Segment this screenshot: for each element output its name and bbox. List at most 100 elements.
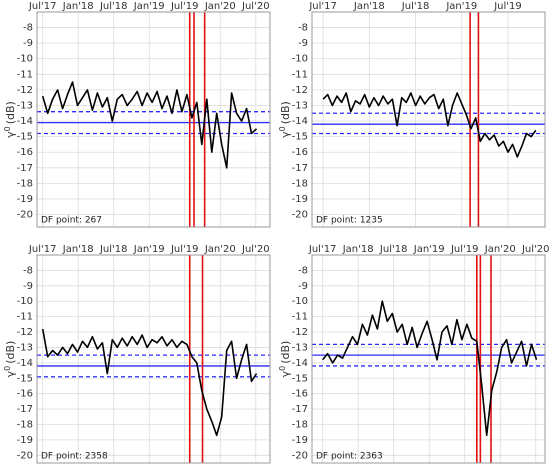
annotation: DF point: 2363 [316,452,383,462]
y-tick-label: -18 [292,419,308,430]
y-tick-label: -14 [292,116,308,127]
y-tick-label: -11 [292,312,308,323]
y-axis-label: γ0 (dB) [278,341,293,378]
y-tick-label: -16 [292,389,308,400]
x-tick-label: Jul'18 [379,244,408,255]
y-tick-label: -12 [17,327,33,338]
x-tick-label: Jan'20 [204,1,236,12]
plot-border [311,254,546,464]
y-tick-label: -9 [23,281,33,292]
y-label-superscript: 0 [278,126,287,131]
y-tick-label: -10 [17,296,33,307]
y-label-superscript: 0 [278,366,287,371]
y-tick-label: -18 [17,419,33,430]
y-tick-label: -10 [292,54,308,65]
y-label-symbol: γ [279,370,292,377]
y-tick-label: -9 [298,281,308,292]
y-tick-label: -20 [17,210,33,221]
y-tick-label: -20 [292,450,308,461]
panel: -20-19-18-17-16-15-14-13-12-11-10-9-8Jul… [3,1,271,228]
y-tick-label: -13 [292,100,308,111]
y-tick-label: -18 [292,178,308,189]
x-tick-label: Jul'17 [28,244,57,255]
y-tick-label: -12 [292,327,308,338]
y-label-unit: (dB) [279,341,292,364]
y-tick-label: -10 [17,54,33,65]
x-tick-label: Jan'20 [204,244,236,255]
x-tick-label: Jan'18 [62,244,94,255]
y-label-superscript: 0 [3,366,12,371]
data-line [41,328,258,437]
y-tick-label: -12 [292,85,308,96]
y-tick-label: -19 [292,435,308,446]
y-tick-label: -15 [17,132,33,143]
x-tick-label: Jul'17 [308,244,337,255]
plot-border [311,11,546,228]
plot-border [36,254,271,464]
y-tick-label: -16 [17,147,33,158]
x-tick-label: Jul'18 [401,1,430,12]
x-tick-label: Jan'19 [413,244,445,255]
y-tick-label: -13 [292,342,308,353]
y-tick-label: -15 [292,373,308,384]
plot-area [312,12,545,227]
y-tick-label: -14 [17,358,33,369]
data-line [41,81,258,169]
x-tick-label: Jan'19 [133,244,165,255]
y-label-unit: (dB) [279,101,292,124]
y-tick-label: -10 [292,296,308,307]
x-tick-label: Jan'19 [133,1,165,12]
x-tick-label: Jul'19 [170,1,199,12]
y-tick-label: -18 [17,178,33,189]
y-tick-label: -8 [23,23,33,34]
y-label-symbol: γ [4,370,17,377]
panel: -20-19-18-17-16-15-14-13-12-11-10-9-8Jul… [278,1,546,228]
y-tick-label: -13 [17,100,33,111]
y-tick-label: -20 [292,210,308,221]
y-label-symbol: γ [4,131,17,138]
annotation: DF point: 1235 [316,216,383,226]
x-tick-label: Jul'18 [99,1,128,12]
panel: -20-19-18-17-16-15-14-13-12-11-10-9-8Jul… [278,244,550,464]
y-label-unit: (dB) [4,101,17,124]
x-tick-label: Jul'17 [308,1,337,12]
y-tick-label: -14 [17,116,33,127]
y-tick-label: -15 [17,373,33,384]
y-tick-label: -16 [17,389,33,400]
data-line [322,92,537,158]
y-tick-label: -14 [292,358,308,369]
y-label-unit: (dB) [4,341,17,364]
y-tick-label: -17 [17,163,33,174]
x-tick-label: Jan'18 [353,1,385,12]
y-tick-label: -19 [292,194,308,205]
x-tick-label: Jul'20 [241,244,270,255]
y-tick-label: -19 [17,435,33,446]
x-tick-label: Jul'20 [521,244,550,255]
y-tick-label: -11 [17,69,33,80]
x-tick-label: Jul'17 [28,1,57,12]
panel: -20-19-18-17-16-15-14-13-12-11-10-9-8Jul… [3,244,271,464]
y-label-superscript: 0 [3,126,12,131]
y-tick-label: -9 [23,38,33,49]
plot-border [36,11,271,228]
y-tick-label: -15 [292,132,308,143]
y-tick-label: -17 [17,404,33,415]
y-label-symbol: γ [279,131,292,138]
x-tick-label: Jul'19 [493,1,522,12]
data-line [322,300,538,437]
y-axis-label: γ0 (dB) [3,101,18,138]
annotation: DF point: 267 [41,216,102,226]
y-tick-label: -13 [17,342,33,353]
y-axis-label: γ0 (dB) [278,101,293,138]
y-tick-label: -8 [23,265,33,276]
y-axis-label: γ0 (dB) [3,341,18,378]
y-tick-label: -20 [17,450,33,461]
y-tick-label: -8 [298,23,308,34]
x-tick-label: Jan'18 [342,244,374,255]
x-tick-label: Jul'18 [99,244,128,255]
y-tick-label: -17 [292,404,308,415]
y-tick-label: -12 [17,85,33,96]
annotation: DF point: 2358 [41,452,108,462]
x-tick-label: Jan'18 [62,1,94,12]
